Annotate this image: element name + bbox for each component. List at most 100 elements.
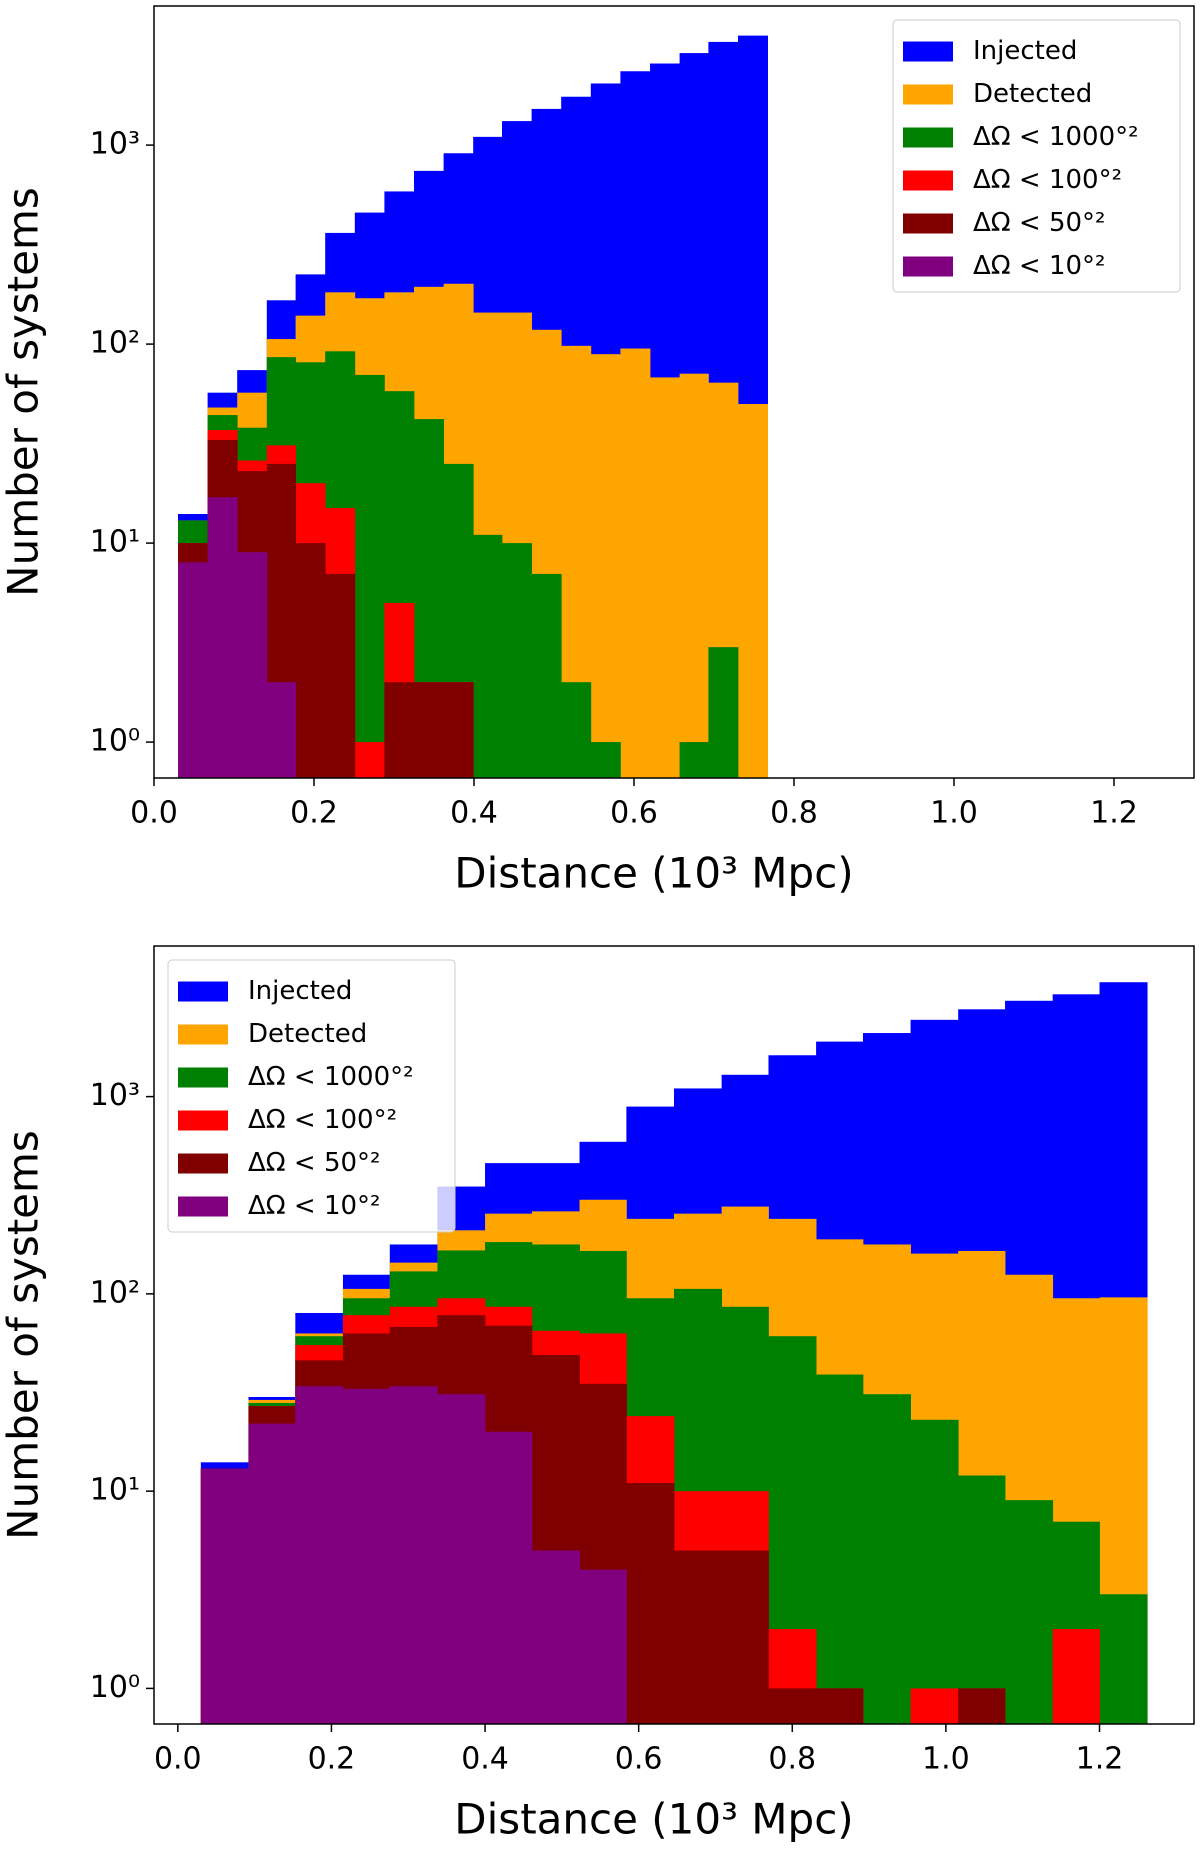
x-tick-label: 1.0 (922, 1742, 970, 1777)
legend-box (167, 959, 456, 1233)
x-tick-label: 0.2 (290, 796, 338, 831)
legend-swatch (903, 84, 953, 105)
chart: 0.0 0.2 0.4 0.6 0.8 1.0 1.2 10⁰ 10¹ 10² 10³ Distanc… (0, 945, 1195, 1844)
bar (325, 573, 356, 778)
bar (958, 1475, 1006, 1724)
x-tick-label: 0.2 (308, 1742, 356, 1777)
bar (200, 1468, 249, 1724)
x-tick-label: 0.6 (610, 796, 658, 831)
x-axis-label: Distance (10³ Mpc) (454, 1795, 853, 1844)
y-tick-label: 10³ (90, 127, 140, 162)
bar (816, 1374, 864, 1724)
legend-swatch (178, 1153, 228, 1174)
bar (1052, 1629, 1100, 1724)
bar (561, 682, 592, 778)
bar (342, 1388, 391, 1724)
bar (738, 403, 768, 778)
bar (207, 497, 238, 778)
bar (295, 1386, 344, 1724)
x-tick-label: 1.2 (1076, 1742, 1124, 1777)
y-tick-label: 10³ (90, 1078, 140, 1113)
legend-label: ΔΩ < 1000°² (248, 1062, 414, 1092)
bar (910, 1419, 959, 1724)
y-tick-label: 10⁰ (90, 724, 140, 759)
legend-box (892, 19, 1181, 293)
y-tick-label: 10¹ (90, 525, 140, 560)
chart: 0.0 0.2 0.4 0.6 0.8 1.0 1.2 10⁰ 10¹ 10² 10³ Distanc… (0, 5, 1195, 898)
bar (473, 534, 503, 778)
bar (414, 682, 444, 778)
y-tick-label: 10² (90, 1275, 140, 1310)
legend-swatch (178, 1110, 228, 1131)
legend-label: ΔΩ < 50°² (248, 1148, 380, 1178)
legend-label: Injected (248, 976, 352, 1006)
legend-label: ΔΩ < 1000°² (973, 122, 1139, 152)
y-tick-label: 10² (90, 326, 140, 361)
bar (626, 1482, 675, 1724)
legend-swatch (903, 127, 953, 148)
x-tick-label: 0.0 (130, 796, 178, 831)
legend-label: ΔΩ < 10°² (248, 1191, 380, 1221)
bar (590, 354, 621, 778)
legend-swatch (178, 981, 228, 1002)
bar (354, 742, 385, 778)
bar (502, 543, 532, 778)
bar (650, 377, 680, 778)
x-axis-label: Distance (10³ Mpc) (454, 849, 853, 898)
bar (389, 1386, 438, 1724)
bar (531, 1550, 580, 1724)
legend-swatch (903, 256, 953, 277)
bar (679, 373, 709, 778)
legend-label: ΔΩ < 50°² (973, 208, 1105, 238)
legend-label: ΔΩ < 100°² (973, 165, 1122, 195)
bar (768, 1688, 817, 1724)
bar (679, 742, 709, 778)
legend-label: Injected (973, 36, 1077, 66)
x-tick-label: 0.8 (768, 1742, 816, 1777)
bar (1099, 1594, 1148, 1724)
bar (862, 1394, 911, 1724)
bar (485, 1431, 533, 1724)
bar (443, 682, 474, 778)
y-axis-label: Number of systems (0, 1130, 48, 1540)
bar (266, 682, 296, 778)
y-axis-label: Number of systems (0, 187, 48, 597)
legend-swatch (178, 1067, 228, 1088)
axes-frame (153, 945, 1195, 1725)
bar (958, 1688, 1006, 1724)
bar (590, 742, 621, 778)
x-tick-label: 0.6 (615, 1742, 663, 1777)
axes-frame (153, 5, 1195, 779)
bar (237, 552, 268, 778)
legend-swatch (903, 213, 953, 234)
legend-label: Detected (973, 79, 1092, 109)
legend-swatch (903, 170, 953, 191)
y-tick-label: 10¹ (90, 1473, 140, 1508)
bar (178, 562, 208, 778)
x-tick-label: 0.4 (461, 1742, 509, 1777)
bar (579, 1569, 627, 1724)
x-tick-label: 0.8 (770, 796, 818, 831)
x-tick-label: 0.0 (154, 1742, 202, 1777)
bar (816, 1688, 864, 1724)
bar (295, 543, 326, 778)
legend-label: ΔΩ < 100°² (248, 1105, 397, 1135)
bar (910, 1688, 959, 1724)
bar (354, 374, 385, 778)
legend-swatch (178, 1024, 228, 1045)
bar (1005, 1500, 1054, 1724)
x-tick-label: 0.4 (450, 796, 498, 831)
bar (531, 573, 562, 778)
y-tick-label: 10⁰ (90, 1670, 140, 1705)
legend-label: Detected (248, 1019, 367, 1049)
bar (708, 647, 739, 778)
bar (721, 1550, 769, 1724)
x-tick-label: 1.2 (1090, 796, 1138, 831)
bar (674, 1550, 723, 1724)
legend-swatch (178, 1196, 228, 1217)
x-tick-label: 1.0 (930, 796, 978, 831)
bar (620, 348, 651, 778)
legend-label: ΔΩ < 10°² (973, 251, 1105, 281)
bar (437, 1394, 486, 1724)
